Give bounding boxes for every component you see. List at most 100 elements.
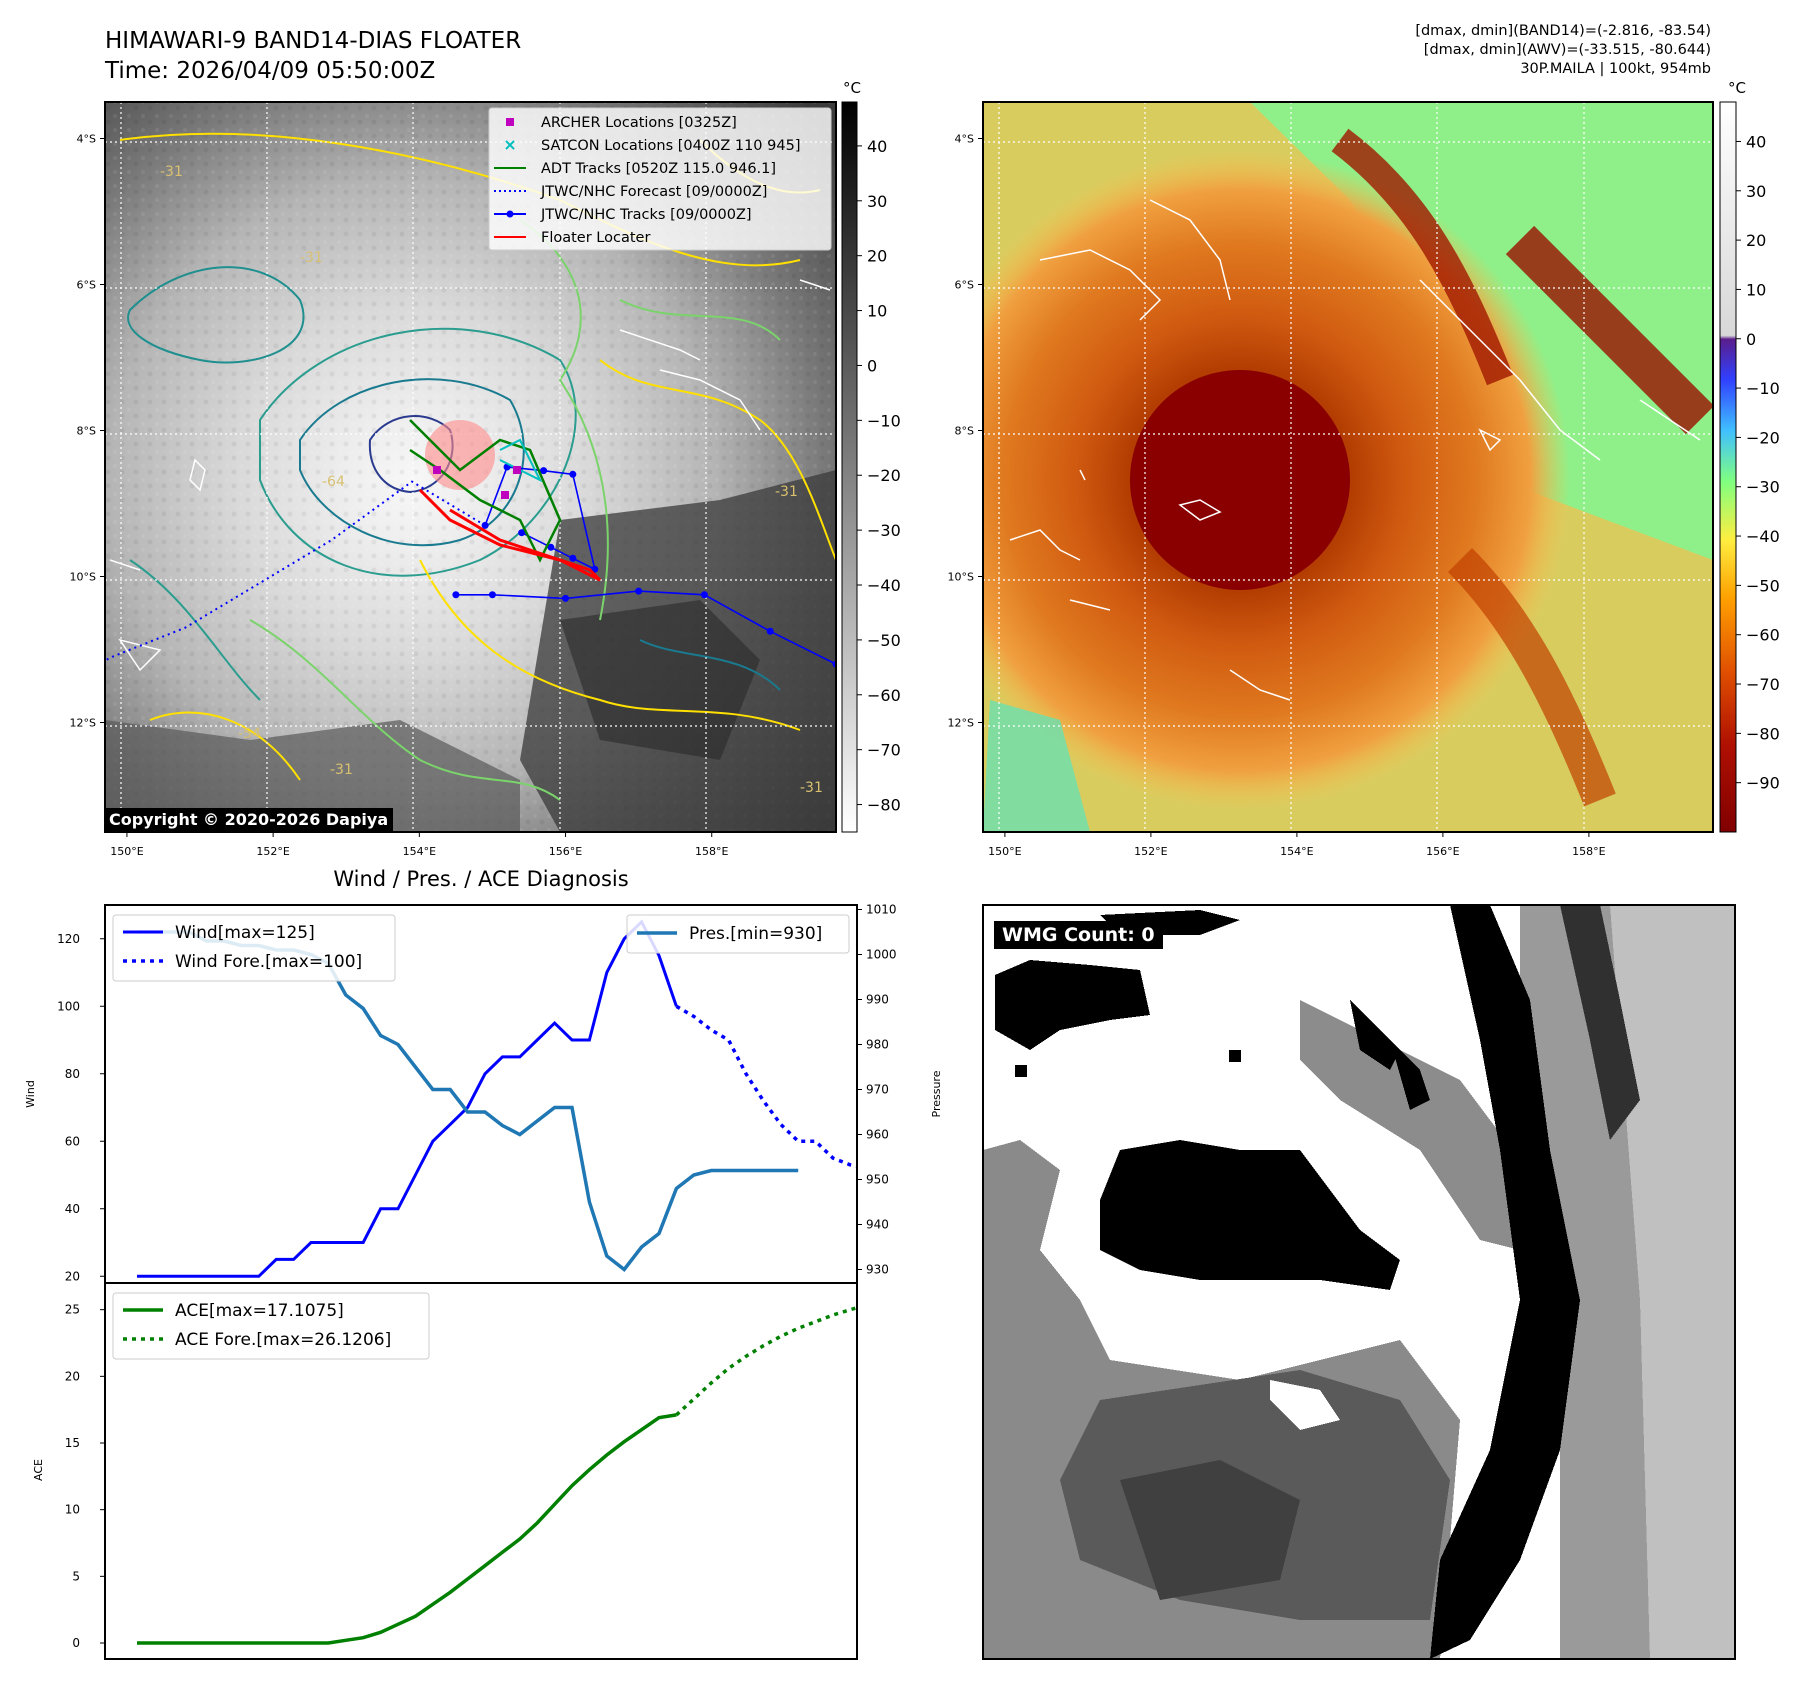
colorbar-tick-label: 40	[1746, 132, 1766, 151]
jtwc-track-point	[635, 587, 643, 595]
ace-panel: 0 5 10 15 20 25 ACE ACE[max=17.1075] ACE Fore…	[32, 1282, 858, 1660]
y2-tick-label: 980	[866, 1038, 889, 1052]
jtwc-track-point	[540, 467, 548, 475]
jtwc-track-point	[766, 627, 774, 635]
colorbar-tick-label: 10	[867, 302, 887, 321]
legend-label: Wind Fore.[max=100]	[175, 952, 362, 972]
figure-title: HIMAWARI-9 BAND14-DIAS FLOATER Time: 202…	[105, 26, 521, 86]
series-ace	[137, 1413, 677, 1645]
x-tick-label: 154°E	[403, 845, 436, 858]
colorbar-tick-label: −70	[867, 741, 901, 760]
wmg-panel	[982, 904, 1736, 1660]
y-tick-label: 60	[65, 1134, 80, 1148]
pressure-axis-label: Pressure	[930, 1070, 943, 1117]
jtwc-track-point	[562, 594, 570, 602]
pressure-legend: Pres.[min=930]	[626, 914, 850, 954]
archer-marker	[501, 491, 509, 499]
x-tick-label: 150°E	[110, 845, 143, 858]
floater-circle	[425, 420, 495, 490]
ir-frame	[104, 101, 837, 833]
y-tick-label: 6°S	[77, 279, 96, 292]
y-tick-label: 12°S	[70, 717, 96, 730]
legend-marker	[506, 210, 514, 218]
colorbar-tick-label: −80	[867, 796, 901, 815]
contour-label: -31	[775, 484, 798, 500]
legend-marker	[506, 118, 514, 126]
ir-legend: ARCHER Locations [0325Z] SATCON Locations…	[488, 107, 832, 251]
y2-tick-label: 1000	[866, 948, 897, 962]
jtwc-track-point	[569, 554, 577, 562]
diag-title: Wind / Pres. / ACE Diagnosis	[333, 867, 628, 891]
jtwc-track-point	[569, 470, 577, 478]
y-tick-label: 10°S	[948, 571, 974, 584]
title-line-1: HIMAWARI-9 BAND14-DIAS FLOATER	[105, 28, 522, 54]
series-wind-forecast	[675, 1004, 857, 1168]
y-tick-label: 10°S	[70, 571, 96, 584]
colorbar-tick-label: 20	[1746, 231, 1766, 250]
ace-frame	[104, 1282, 858, 1660]
y2-tick-label: 970	[866, 1083, 889, 1097]
y2-tick-label: 1010	[866, 903, 897, 917]
legend-label: JTWC/NHC Forecast [09/0000Z]	[540, 184, 767, 200]
series-ace-forecast	[675, 1305, 857, 1417]
jtwc-track-point	[481, 521, 489, 529]
x-tick-label: 154°E	[1280, 845, 1313, 858]
jtwc-track-point	[488, 591, 496, 599]
y-tick-label: 25	[65, 1303, 80, 1317]
x-tick-label: 156°E	[1426, 845, 1459, 858]
legend-label: ARCHER Locations [0325Z]	[541, 115, 737, 131]
series-pressure	[137, 930, 799, 1272]
series-wind	[137, 919, 678, 1278]
legend-label: Wind[max=125]	[175, 923, 315, 943]
awv-panel: 150°E 152°E 154°E 156°E 158°E 4°S 6°S 8°S 10°S 12…	[948, 101, 1714, 859]
wind-legend: Wind[max=125] Wind Fore.[max=100]	[112, 914, 396, 982]
contour-label: -31	[160, 164, 183, 180]
archer-marker	[513, 466, 521, 474]
y-tick-label: 20	[65, 1369, 80, 1383]
ace-axis-label: ACE	[32, 1459, 45, 1481]
colorbar-tick-label: 40	[867, 137, 887, 156]
y-tick-label: 6°S	[955, 279, 974, 292]
legend-label: JTWC/NHC Tracks [09/0000Z]	[540, 207, 752, 223]
y-tick-label: 8°S	[955, 425, 974, 438]
y2-tick-label: 990	[866, 993, 889, 1007]
ir-axis-ticks: 150°E 152°E 154°E 156°E 158°E 4°S 6°S 8°S 10°S 12…	[70, 133, 729, 859]
jtwc-track-point	[452, 591, 460, 599]
x-tick-label: 156°E	[549, 845, 582, 858]
contour-label: -54	[238, 726, 261, 742]
colorbar-tick-label: −20	[867, 466, 901, 485]
y-tick-label: 40	[65, 1202, 80, 1216]
ir-colorbar: °C 40 30 20 10 0 −10 −20 −30 −40 −50 −60 −70 −80	[841, 79, 901, 833]
colorbar-tick-label: 0	[867, 356, 877, 375]
colorbar-tick-label: −40	[1746, 527, 1780, 546]
colorbar-tick-label: −50	[1746, 576, 1780, 595]
jtwc-track-point	[518, 529, 526, 537]
awv-axis-ticks: 150°E 152°E 154°E 156°E 158°E 4°S 6°S 8°S 10°S 12…	[948, 133, 1606, 859]
jtwc-track-point	[547, 543, 555, 551]
awv-frame	[982, 101, 1714, 833]
jtwc-track-point	[700, 591, 708, 599]
title-line-2: Time: 2026/04/09 05:50:00Z	[105, 58, 436, 84]
y-tick-label: 12°S	[948, 717, 974, 730]
y-tick-label: 15	[65, 1436, 80, 1450]
colorbar-tick-label: 20	[867, 247, 887, 266]
archer-marker	[433, 466, 441, 474]
colorbar-tick-label: −40	[867, 576, 901, 595]
wind-axis-label: Wind	[24, 1080, 37, 1108]
wmg-count-label: WMG Count: 0	[994, 921, 1163, 949]
y-tick-label: 10	[65, 1503, 80, 1517]
colorbar-tick-label: −10	[867, 411, 901, 430]
legend-label: ADT Tracks [0520Z 115.0 946.1]	[541, 161, 776, 177]
wmg-frame	[982, 904, 1736, 1660]
x-tick-label: 152°E	[256, 845, 289, 858]
floater-track	[418, 488, 602, 582]
ir-panel: -31 -31 -31 -31 -31 -54 -64	[70, 101, 837, 859]
tracks	[105, 419, 836, 668]
stats-block: [dmax, dmin](BAND14)=(-2.816, -83.54) [d…	[1415, 22, 1711, 79]
awv-colorbar: °C 40 30 20 10 0 −10 −20 −30 −40 −50 −60 −70 −80 −90	[1719, 79, 1780, 833]
colorbar-tick-label: −80	[1746, 724, 1780, 743]
legend-label: SATCON Locations [0400Z 110 945]	[541, 138, 800, 154]
x-tick-label: 158°E	[695, 845, 728, 858]
x-tick-label: 152°E	[1134, 845, 1167, 858]
